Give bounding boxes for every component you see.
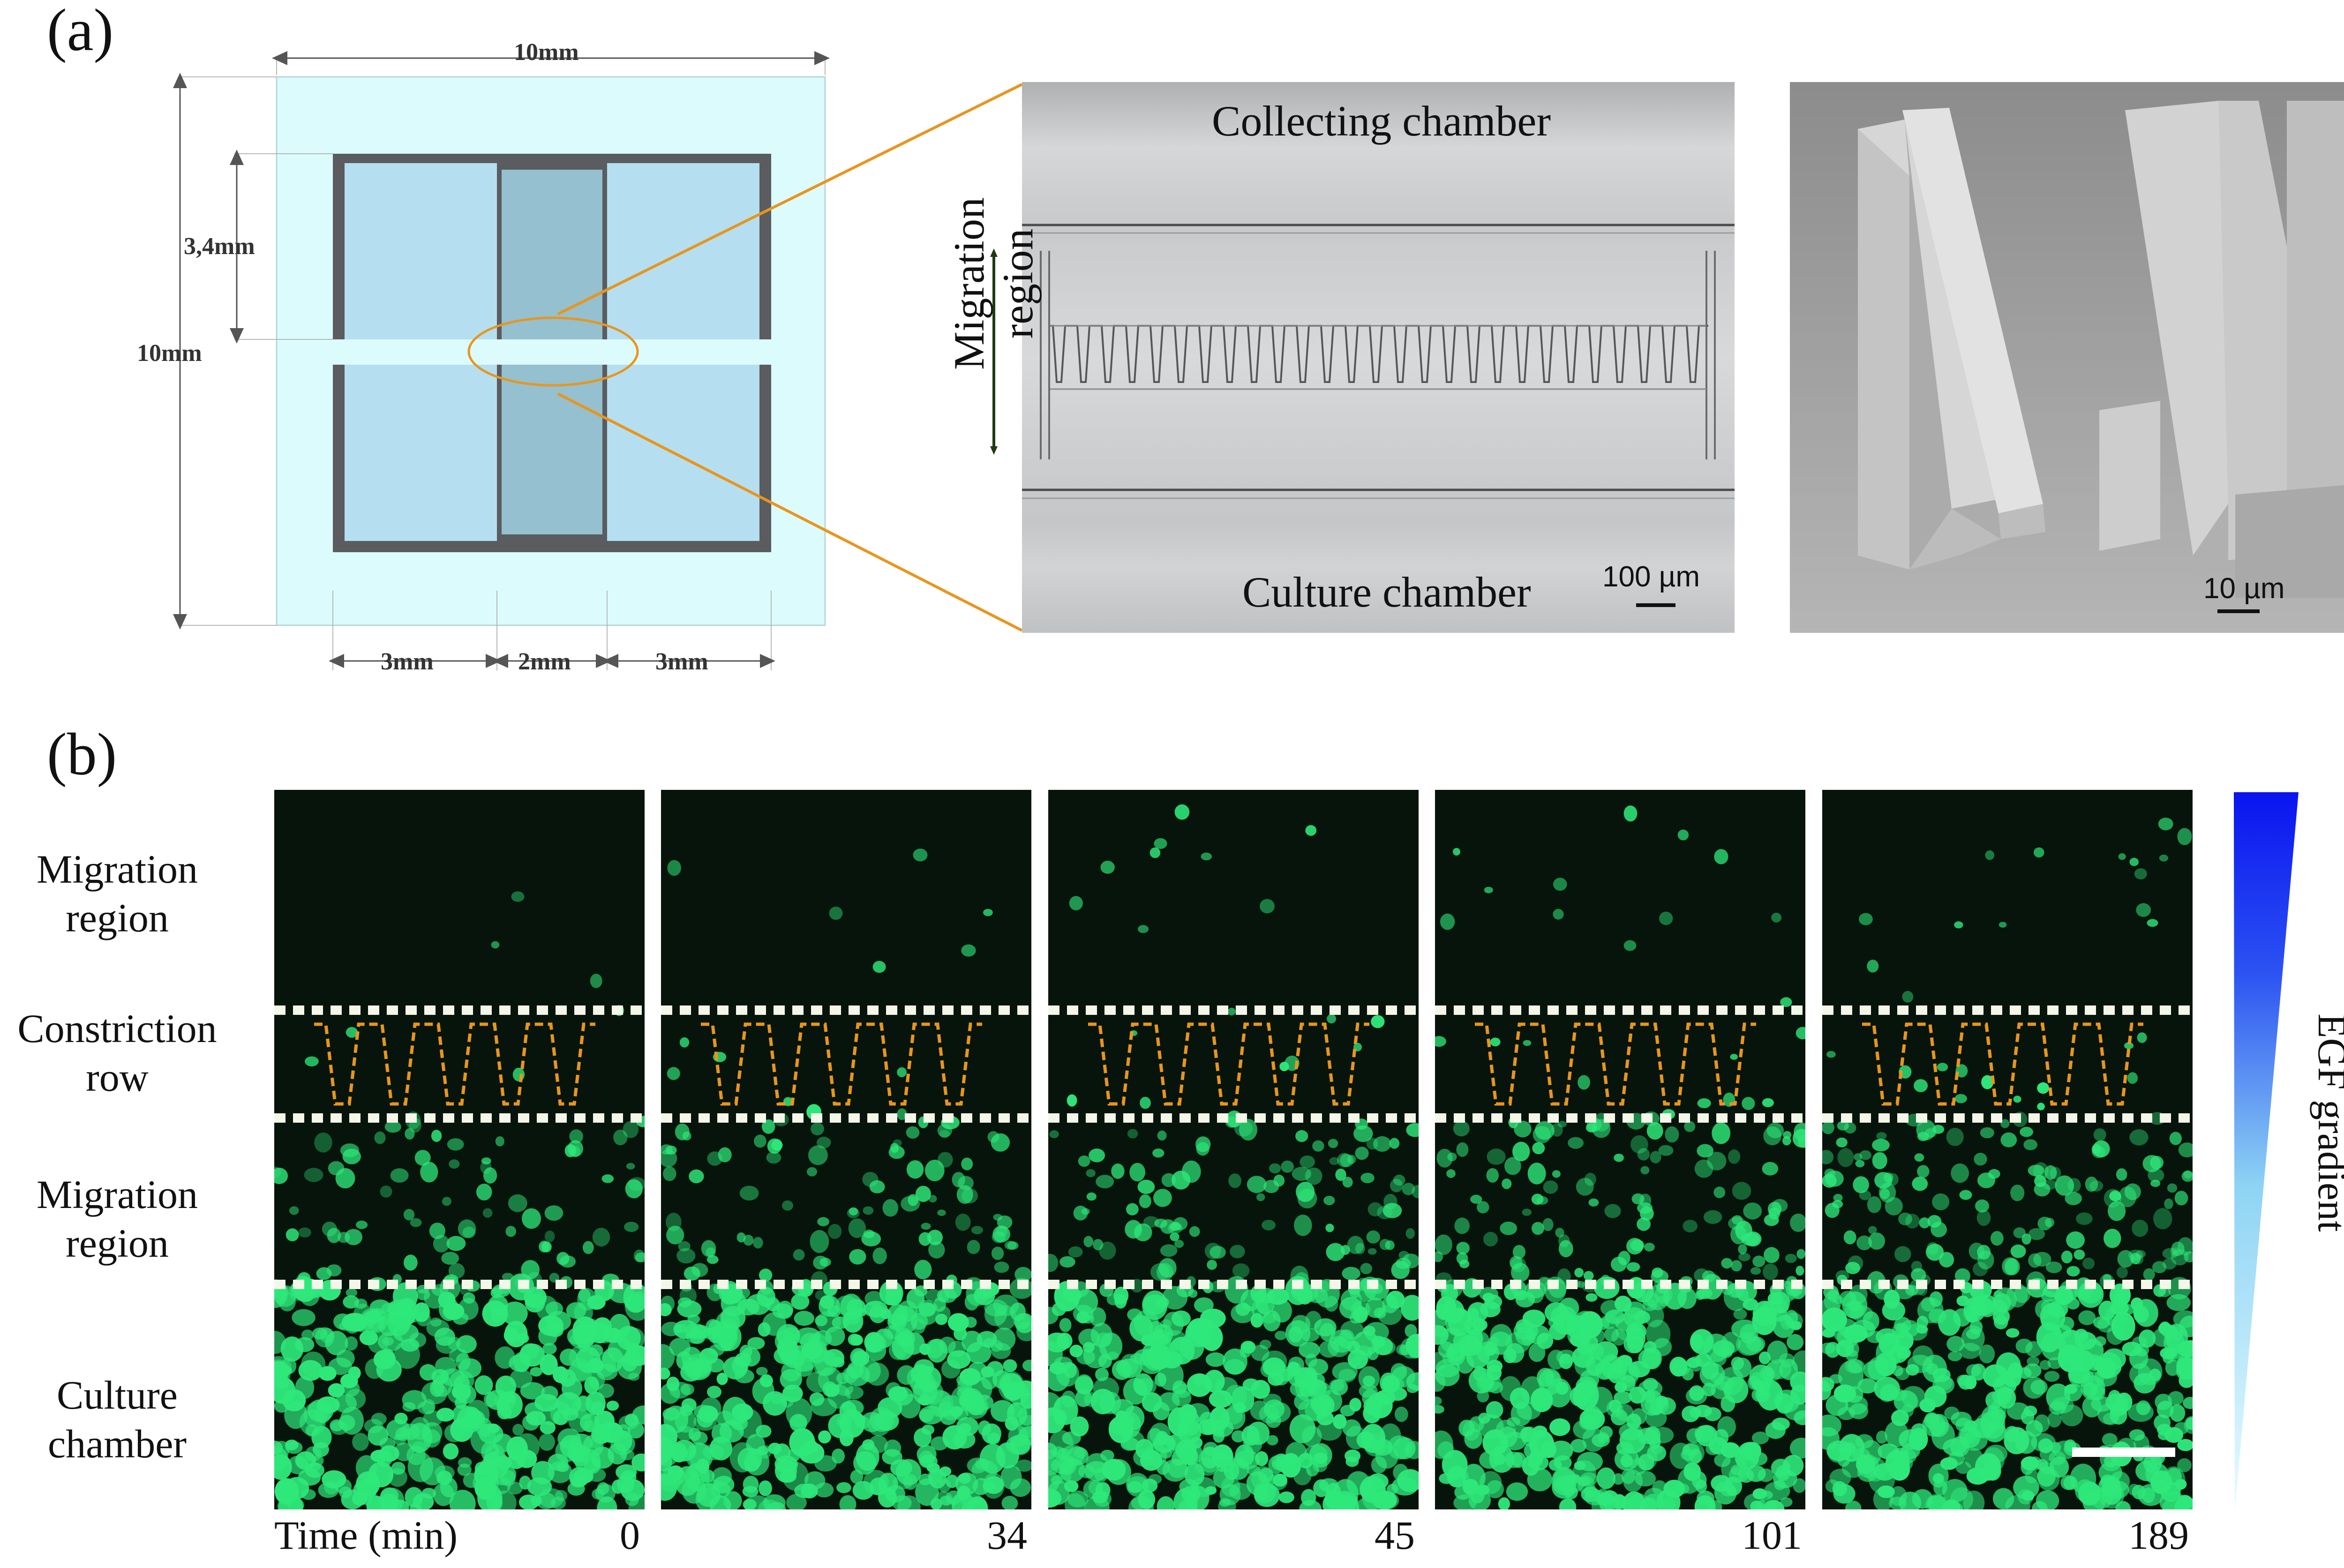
brightfield-micrograph bbox=[1022, 82, 1735, 633]
migration-region-arrow bbox=[989, 248, 999, 455]
sem-image bbox=[1790, 82, 2344, 633]
fluorescence-scale-bar bbox=[2072, 1448, 2175, 1457]
collecting-chamber-label: Collecting chamber bbox=[1212, 97, 1551, 145]
center-width-label: 2mm bbox=[518, 648, 571, 675]
culture-chamber-label: Culture chamber bbox=[1242, 568, 1531, 616]
width-label: 10mm bbox=[514, 39, 579, 66]
time-point-45: 45 bbox=[1375, 1513, 1415, 1558]
panel-b-letter: (b) bbox=[47, 721, 117, 788]
micrograph-scale-label: 100 µm bbox=[1602, 561, 1700, 593]
sem-scale-bar bbox=[2217, 609, 2260, 613]
time-point-189: 189 bbox=[2128, 1513, 2189, 1558]
row-label-constriction-row: Constriction row bbox=[17, 1006, 217, 1100]
time-point-101: 101 bbox=[1742, 1513, 1802, 1558]
row-label-culture-chamber: Culture chamber bbox=[47, 1373, 187, 1466]
row-label-migration-region-bottom: Migration region bbox=[37, 1172, 198, 1266]
time-point-0: 0 bbox=[620, 1513, 640, 1558]
chamber-height-label: 3,4mm bbox=[184, 233, 255, 260]
egf-gradient-wedge bbox=[2234, 790, 2299, 1514]
time-point-34: 34 bbox=[987, 1513, 1027, 1558]
frame-t189 bbox=[1822, 790, 2193, 1509]
chip-schematic bbox=[131, 47, 863, 698]
frame-t34 bbox=[661, 790, 1031, 1509]
time-axis-label: Time (min) bbox=[274, 1513, 458, 1558]
row-label-migration-region-top: Migration region bbox=[37, 847, 198, 940]
frame-t101 bbox=[1435, 790, 1805, 1509]
sem-scale-label: 10 µm bbox=[2203, 572, 2285, 605]
frame-t0 bbox=[274, 790, 645, 1509]
right-chamber-width-label: 3mm bbox=[655, 648, 708, 675]
frame-t45 bbox=[1048, 790, 1419, 1509]
panel-a-letter: (a) bbox=[47, 0, 114, 63]
left-chamber-width-label: 3mm bbox=[381, 648, 434, 675]
egf-gradient-label: EGF gradient bbox=[2310, 1013, 2344, 1232]
micrograph-scale-bar bbox=[1636, 603, 1675, 607]
zoom-lines bbox=[539, 70, 1031, 656]
migration-region-side-label: Migration region bbox=[945, 197, 1042, 370]
height-label: 10mm bbox=[137, 340, 202, 367]
